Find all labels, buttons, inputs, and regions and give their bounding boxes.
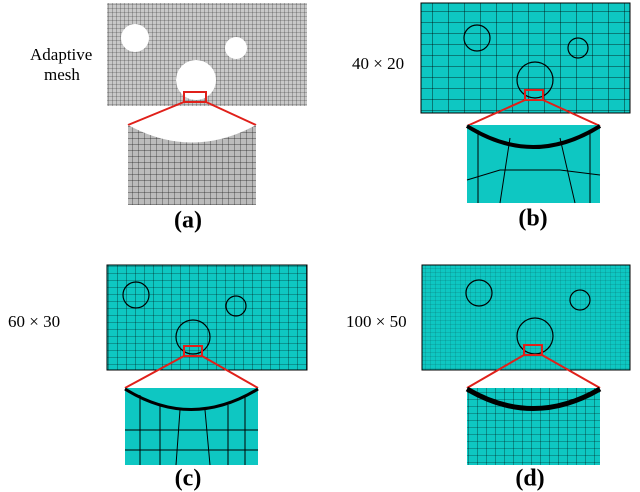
hole [176,60,216,100]
caption: 40 × 20 [352,54,404,73]
panel-label: (a) [174,208,202,234]
caption: 100 × 50 [346,312,407,331]
panel-a: Adaptive mesh (a) [30,3,307,234]
mesh [107,265,307,370]
hole [121,24,149,52]
panel-label: (b) [518,206,547,232]
caption: Adaptive [30,45,92,64]
panel-label: (d) [515,466,544,492]
zoom [128,125,256,205]
figure: Adaptive mesh (a) 40 × 20 (b) 60 × 30 [0,0,640,492]
caption: mesh [44,65,80,84]
panel-d: 100 × 50 (d) [346,265,630,492]
panel-label: (c) [175,466,202,492]
panel-b: 40 × 20 (b) [352,3,630,232]
panel-c: 60 × 30 (c) [8,265,307,492]
hole [225,37,247,59]
caption: 60 × 30 [8,312,60,331]
